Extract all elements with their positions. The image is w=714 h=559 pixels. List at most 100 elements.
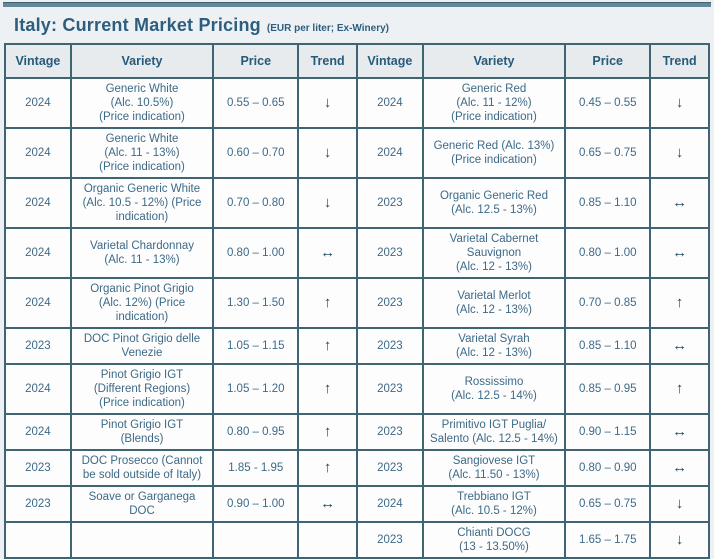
stable-arrow-icon: ↔ [297, 485, 358, 524]
variety-cell: Generic White (Alc. 10.5%) (Price indica… [69, 76, 215, 130]
price-cell: 1.05 – 1.20 [212, 363, 300, 416]
table-row: 2023 Soave or Garganega DOC 0.90 – 1.00 ↔ 20… [4, 485, 710, 524]
table-row: 2023 Chianti DOCG (13 - 13.50%) 1.65 – 1.7… [4, 521, 710, 559]
price-cell: 0.90 – 1.00 [212, 485, 300, 524]
variety-cell: DOC Prosecco (Cannot be sold outside of … [69, 449, 215, 488]
up-arrow-icon: ↑ [649, 363, 710, 416]
up-arrow-icon: ↑ [297, 363, 358, 416]
vintage-cell [4, 521, 72, 559]
vintage-cell: 2023 [355, 363, 424, 416]
down-arrow-icon: ↓ [649, 76, 710, 130]
up-arrow-icon: ↑ [297, 413, 358, 452]
variety-cell: Generic Red (Alc. 13%) (Price indication… [421, 127, 567, 180]
variety-cell: Organic Generic White (Alc. 10.5 - 12%) … [69, 177, 215, 230]
price-cell: 0.65 – 0.75 [564, 127, 652, 180]
variety-cell: Generic White (Alc. 11 - 13%) (Price ind… [69, 127, 215, 180]
column-header-price-left: Price [212, 43, 300, 79]
price-cell: 1.65 – 1.75 [564, 521, 652, 559]
variety-cell: Chianti DOCG (13 - 13.50%) [421, 521, 567, 559]
variety-cell: Sangiovese IGT (Alc. 11.50 - 13%) [421, 449, 567, 488]
vintage-cell: 2023 [355, 521, 424, 559]
vintage-cell: 2024 [4, 277, 72, 330]
price-cell: 0.70 – 0.80 [212, 177, 300, 230]
down-arrow-icon: ↓ [297, 76, 358, 130]
price-cell: 0.70 – 0.85 [564, 277, 652, 330]
variety-cell: Organic Generic Red (Alc. 12.5 - 13%) [421, 177, 567, 230]
price-cell: 0.80 – 0.95 [212, 413, 300, 452]
column-header-vintage-right: Vintage [355, 43, 424, 79]
price-cell: 0.80 – 0.90 [564, 449, 652, 488]
vintage-cell: 2024 [355, 485, 424, 524]
vintage-cell: 2023 [355, 413, 424, 452]
column-header-trend-right: Trend [649, 43, 710, 79]
vintage-cell: 2023 [355, 449, 424, 488]
vintage-cell: 2023 [4, 449, 72, 488]
price-cell: 0.85 – 1.10 [564, 177, 652, 230]
table-row: 2023 DOC Prosecco (Cannot be sold outside… [4, 449, 710, 488]
variety-cell: DOC Pinot Grigio delle Venezie [69, 327, 215, 366]
vintage-cell: 2024 [4, 76, 72, 130]
vintage-cell: 2024 [4, 363, 72, 416]
variety-cell: Primitivo IGT Puglia/ Salento (Alc. 12.5… [421, 413, 567, 452]
variety-cell: Generic Red (Alc. 11 - 12%) (Price indic… [421, 76, 567, 130]
table-row: 2024 Organic Pinot Grigio (Alc. 12%) (Pri… [4, 277, 710, 330]
price-cell: 0.60 – 0.70 [212, 127, 300, 180]
column-header-variety-left: Variety [69, 43, 215, 79]
stable-arrow-icon: ↔ [649, 449, 710, 488]
variety-cell: Pinot Grigio IGT (Blends) [69, 413, 215, 452]
column-header-price-right: Price [564, 43, 652, 79]
vintage-cell: 2024 [4, 413, 72, 452]
variety-cell [69, 521, 215, 559]
column-header-vintage-left: Vintage [4, 43, 72, 79]
price-cell: 1.85 - 1.95 [212, 449, 300, 488]
price-cell: 0.55 – 0.65 [212, 76, 300, 130]
stable-arrow-icon: ↔ [649, 327, 710, 366]
price-cell: 0.80 – 1.00 [564, 227, 652, 280]
stable-arrow-icon: ↔ [297, 227, 358, 280]
table-row: 2024 Generic White (Alc. 11 - 13%) (Price… [4, 127, 710, 180]
page-subtitle: (EUR per liter; Ex-Winery) [266, 23, 390, 34]
down-arrow-icon: ↓ [649, 485, 710, 524]
vintage-cell: 2023 [355, 177, 424, 230]
title-bar: Italy: Current Market Pricing (EUR per l… [4, 7, 710, 43]
price-cell: 1.30 – 1.50 [212, 277, 300, 330]
variety-cell: Varietal Chardonnay (Alc. 11 - 13%) [69, 227, 215, 280]
table-row: 2024 Varietal Chardonnay (Alc. 11 - 13%) 0… [4, 227, 710, 280]
pricing-table: Vintage Variety Price Trend Vintage Vari… [4, 43, 710, 559]
variety-cell: Soave or Garganega DOC [69, 485, 215, 524]
price-cell: 0.85 – 0.95 [564, 363, 652, 416]
stable-arrow-icon: ↔ [649, 227, 710, 280]
vintage-cell: 2023 [355, 277, 424, 330]
up-arrow-icon: ↑ [297, 327, 358, 366]
price-cell: 0.90 – 1.15 [564, 413, 652, 452]
vintage-cell: 2023 [355, 327, 424, 366]
vintage-cell: 2023 [4, 485, 72, 524]
header-row: Vintage Variety Price Trend Vintage Vari… [4, 43, 710, 79]
vintage-cell: 2023 [4, 327, 72, 366]
variety-cell: Varietal Merlot (Alc. 12 - 13%) [421, 277, 567, 330]
vintage-cell: 2023 [355, 227, 424, 280]
up-arrow-icon: ↑ [297, 449, 358, 488]
price-cell: 0.45 – 0.55 [564, 76, 652, 130]
vintage-cell: 2024 [4, 177, 72, 230]
price-cell: 0.80 – 1.00 [212, 227, 300, 280]
pricing-table-body: 2024 Generic White (Alc. 10.5%) (Price in… [4, 76, 710, 559]
price-cell: 0.85 – 1.10 [564, 327, 652, 366]
variety-cell: Trebbiano IGT (Alc. 10.5 - 12%) [421, 485, 567, 524]
variety-cell: Rossissimo (Alc. 12.5 - 14%) [421, 363, 567, 416]
price-cell: 0.65 – 0.75 [564, 485, 652, 524]
page-title: Italy: Current Market Pricing [14, 15, 261, 35]
variety-cell: Varietal Syrah (Alc. 12 - 13%) [421, 327, 567, 366]
table-row: 2024 Pinot Grigio IGT (Blends) 0.80 – 0.95… [4, 413, 710, 452]
vintage-cell: 2024 [4, 227, 72, 280]
stable-arrow-icon: ↔ [649, 177, 710, 230]
down-arrow-icon: ↓ [649, 521, 710, 559]
variety-cell: Varietal Cabernet Sauvignon (Alc. 12 - 1… [421, 227, 567, 280]
vintage-cell: 2024 [4, 127, 72, 180]
price-cell: 1.05 – 1.15 [212, 327, 300, 366]
up-arrow-icon: ↑ [297, 277, 358, 330]
vintage-cell: 2024 [355, 127, 424, 180]
down-arrow-icon: ↓ [297, 127, 358, 180]
down-arrow-icon: ↓ [649, 127, 710, 180]
